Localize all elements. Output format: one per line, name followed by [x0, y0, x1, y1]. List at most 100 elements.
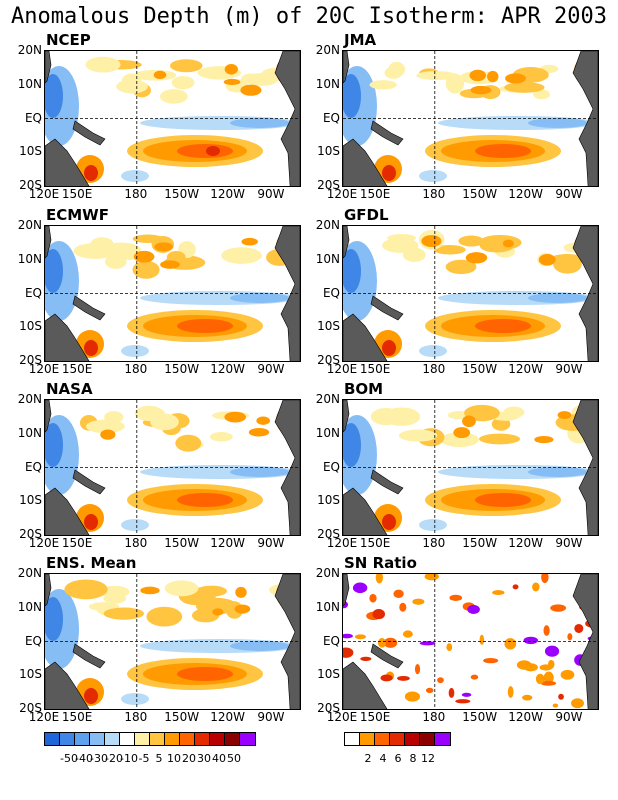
latitude-tick-label: 10N [315, 76, 340, 91]
latitude-tick-label: 10N [315, 599, 340, 614]
longitude-tick-label: 90W [257, 187, 285, 201]
positive-anomaly-patch [224, 63, 238, 75]
asia-land [45, 226, 52, 259]
latitude-tick-label: EQ [24, 459, 42, 474]
snr-patch [377, 638, 387, 648]
colorbar-label: 2 [364, 752, 372, 765]
latitude-tick-label: 10N [17, 599, 42, 614]
snr-patch [399, 602, 407, 612]
colorbar-swatch [135, 733, 150, 745]
positive-anomaly-patch [504, 82, 545, 93]
colorbar-swatch [435, 733, 450, 745]
latitude-tick-label: EQ [24, 110, 42, 125]
latitude-tick-label: 20N [17, 566, 42, 580]
colorbar-swatch [75, 733, 90, 745]
snr-patch [446, 643, 453, 652]
longitude-tick-label: 120E [326, 362, 358, 376]
latitude-tick-label: 10N [315, 251, 340, 266]
negative-anomaly-patch [230, 118, 290, 128]
positive-anomaly-patch [84, 165, 98, 181]
latitude-tick-label: 20S [19, 701, 42, 715]
positive-anomaly-patch [487, 70, 499, 83]
snr-patch [541, 574, 549, 584]
snr-patch [544, 645, 560, 657]
americas-land [572, 226, 598, 361]
positive-anomaly-patch [382, 514, 396, 530]
positive-anomaly-patch [175, 434, 202, 452]
negative-anomaly-patch [528, 293, 588, 303]
positive-anomaly-patch [533, 89, 550, 100]
colorbar-swatch [390, 733, 405, 745]
longitude-tick-label: 150E [61, 362, 93, 376]
australia-land [45, 661, 90, 709]
positive-anomaly-patch [160, 260, 180, 269]
longitude-tick-label: 120W [508, 710, 543, 724]
colorbar-label: -50 [60, 752, 78, 765]
positive-anomaly-patch [256, 416, 271, 425]
new-guinea-land [72, 120, 106, 146]
snr-patch [516, 660, 532, 670]
longitude-tick-label: 150W [462, 536, 498, 550]
colorbar-label: 30 [197, 752, 211, 765]
longitude-tick-label: 180 [422, 187, 446, 201]
snr-patch [343, 647, 354, 658]
colorbar-label: 40 [212, 752, 226, 765]
latitude-tick-label: EQ [322, 459, 340, 474]
colorbar-label: -30 [90, 752, 108, 765]
anomaly-map [45, 51, 300, 186]
latitude-tick-label: 20S [19, 178, 42, 192]
new-guinea-land [370, 120, 404, 146]
negative-anomaly-patch [343, 249, 361, 293]
positive-anomaly-patch [479, 433, 521, 445]
negative-anomaly-patch [528, 467, 588, 477]
snr-patch [461, 692, 472, 697]
snr-patch [424, 574, 439, 581]
longitude-tick-label: 180 [124, 362, 148, 376]
positive-anomaly-patch [382, 165, 396, 181]
latitude-tick-label: 20N [17, 43, 42, 57]
panel-title: JMA [344, 31, 377, 49]
positive-anomaly-patch [64, 579, 108, 600]
colorbar-label: 8 [409, 752, 417, 765]
positive-anomaly-patch [153, 70, 167, 80]
positive-anomaly-patch [212, 608, 224, 616]
snr-patch [369, 593, 377, 603]
longitude-tick-label: 150E [359, 536, 391, 550]
positive-anomaly-patch [134, 405, 164, 421]
snr-patch [375, 574, 383, 584]
anomaly-map [343, 51, 598, 186]
positive-anomaly-patch [133, 250, 155, 263]
americas-land [274, 574, 300, 709]
colorbar-label: 6 [394, 752, 402, 765]
latitude-tick-label: 10S [317, 144, 340, 159]
anomaly-map [45, 400, 300, 535]
colorbar-swatch [210, 733, 225, 745]
snr-patch [402, 630, 413, 638]
snr-patch [343, 633, 353, 639]
positive-anomaly-patch [388, 61, 406, 78]
snr-patch [412, 598, 425, 605]
longitude-tick-label: 150E [61, 710, 93, 724]
snr-patch [425, 687, 434, 694]
negative-anomaly-patch [419, 519, 447, 531]
new-guinea-land [72, 643, 106, 669]
positive-anomaly-patch [140, 586, 160, 595]
anomaly-map [45, 574, 300, 709]
latitude-tick-label: 10N [315, 425, 340, 440]
colorbar-swatch [180, 733, 195, 745]
latitude-tick-label: EQ [24, 285, 42, 300]
latitude-tick-label: 10S [19, 667, 42, 682]
colorbar-label: 10 [167, 752, 181, 765]
longitude-tick-label: 90W [555, 187, 583, 201]
snr-patch [352, 582, 368, 594]
colorbar-label: 50 [227, 752, 241, 765]
snr-patch [467, 604, 480, 614]
longitude-tick-label: 150E [359, 362, 391, 376]
snr-patch [523, 636, 539, 645]
longitude-tick-label: 120W [508, 187, 543, 201]
longitude-tick-label: 180 [422, 710, 446, 724]
positive-anomaly-patch [553, 255, 582, 274]
americas-land [274, 400, 300, 535]
panel-title: ECMWF [46, 206, 109, 224]
latitude-tick-label: EQ [322, 285, 340, 300]
